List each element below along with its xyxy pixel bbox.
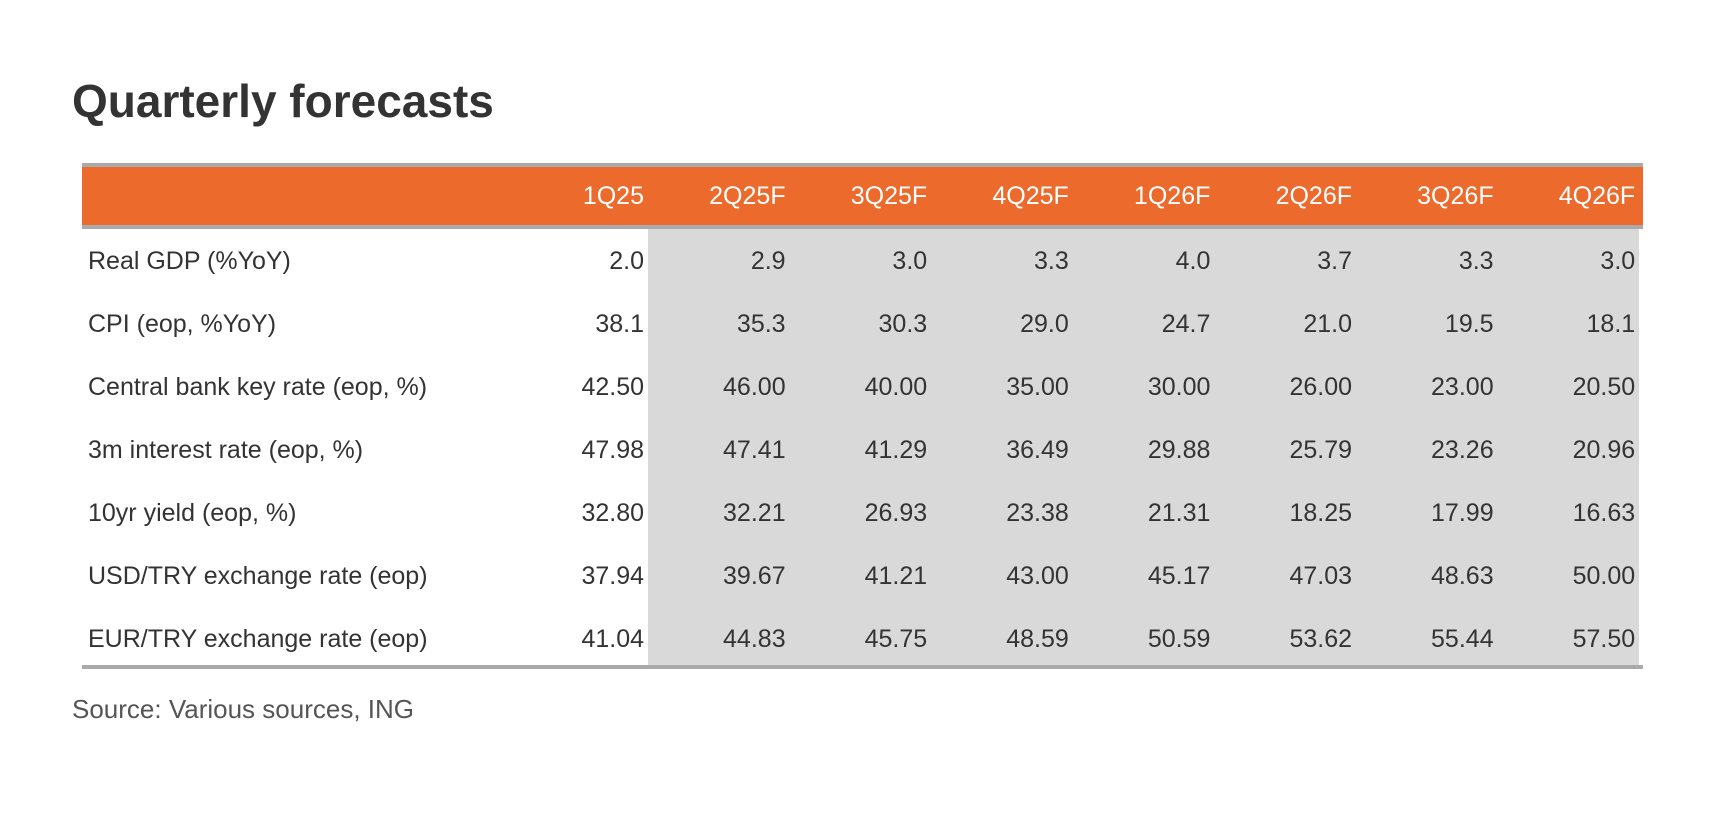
cell-value: 46.00 (723, 372, 786, 401)
cell-value: 24.7 (1161, 309, 1211, 338)
row-label: Central bank key rate (eop, %) (88, 372, 428, 401)
cell-value: 20.96 (1572, 435, 1636, 464)
cell-value: 43.00 (1006, 561, 1069, 590)
cell-value: 38.1 (595, 309, 644, 338)
cell-value: 17.99 (1431, 498, 1494, 527)
cell-value: 45.17 (1147, 561, 1211, 590)
cell-value: 23.00 (1431, 372, 1494, 401)
cell-value: 53.62 (1289, 624, 1352, 653)
cell-value: 2.9 (750, 246, 786, 275)
cell-value: 35.00 (1006, 372, 1069, 401)
cell-value: 20.50 (1572, 372, 1636, 401)
row-label: USD/TRY exchange rate (eop) (88, 561, 428, 590)
column-header: 1Q25 (582, 182, 644, 210)
cell-value: 45.75 (864, 624, 928, 653)
cell-value: 30.3 (878, 309, 928, 338)
title: Quarterly forecasts (72, 75, 494, 127)
cell-value: 41.29 (864, 435, 928, 464)
cell-value: 21.31 (1147, 498, 1211, 527)
cell-value: 18.25 (1289, 498, 1352, 527)
row-label: Real GDP (%YoY) (88, 246, 291, 275)
cell-value: 3.0 (1600, 246, 1636, 275)
bottom-rule (82, 665, 1643, 669)
cell-value: 18.1 (1586, 309, 1636, 338)
cell-value: 30.00 (1147, 372, 1211, 401)
row-label: 3m interest rate (eop, %) (88, 435, 364, 464)
row-label: CPI (eop, %YoY) (88, 309, 277, 338)
row-label: 10yr yield (eop, %) (88, 498, 297, 527)
cell-value: 32.21 (723, 498, 786, 527)
cell-value: 35.3 (736, 309, 786, 338)
header-band (82, 163, 1643, 229)
cell-value: 37.94 (581, 561, 644, 590)
cell-value: 47.98 (581, 435, 644, 464)
cell-value: 44.83 (723, 624, 786, 653)
cell-value: 39.67 (723, 561, 786, 590)
cell-value: 41.21 (864, 561, 928, 590)
cell-value: 3.3 (1458, 246, 1494, 275)
cell-value: 47.41 (723, 435, 786, 464)
column-header: 3Q26F (1417, 182, 1494, 210)
cell-value: 26.93 (864, 498, 928, 527)
column-header: 4Q26F (1558, 182, 1636, 210)
cell-value: 50.00 (1572, 561, 1636, 590)
cell-value: 41.04 (581, 624, 644, 653)
forecast-shade (648, 229, 1639, 667)
column-header: 2Q26F (1275, 182, 1352, 210)
cell-value: 48.59 (1006, 624, 1069, 653)
source: Source: Various sources, ING (72, 694, 414, 724)
cell-value: 57.50 (1572, 624, 1636, 653)
cell-value: 26.00 (1289, 372, 1352, 401)
cell-value: 47.03 (1289, 561, 1352, 590)
cell-value: 3.7 (1317, 246, 1352, 275)
cell-value: 48.63 (1431, 561, 1494, 590)
cell-value: 19.5 (1444, 309, 1494, 338)
cell-value: 25.79 (1289, 435, 1352, 464)
cell-value: 42.50 (581, 372, 644, 401)
column-header: 1Q26F (1133, 182, 1211, 210)
cell-value: 36.49 (1006, 435, 1069, 464)
cell-value: 23.26 (1431, 435, 1494, 464)
row-label: EUR/TRY exchange rate (eop) (88, 624, 428, 653)
column-header: 4Q25F (992, 182, 1069, 210)
cell-value: 55.44 (1431, 624, 1494, 653)
column-header: 2Q25F (709, 182, 786, 210)
cell-value: 21.0 (1303, 309, 1352, 338)
cell-value: 3.3 (1034, 246, 1069, 275)
cell-value: 32.80 (581, 498, 644, 527)
cell-value: 23.38 (1006, 498, 1069, 527)
cell-value: 3.0 (892, 246, 928, 275)
column-header: 3Q25F (850, 182, 928, 210)
cell-value: 29.88 (1147, 435, 1211, 464)
cell-value: 50.59 (1147, 624, 1211, 653)
cell-value: 40.00 (864, 372, 928, 401)
cell-value: 4.0 (1175, 246, 1211, 275)
cell-value: 29.0 (1020, 309, 1069, 338)
cell-value: 16.63 (1572, 498, 1636, 527)
cell-value: 2.0 (609, 246, 644, 275)
